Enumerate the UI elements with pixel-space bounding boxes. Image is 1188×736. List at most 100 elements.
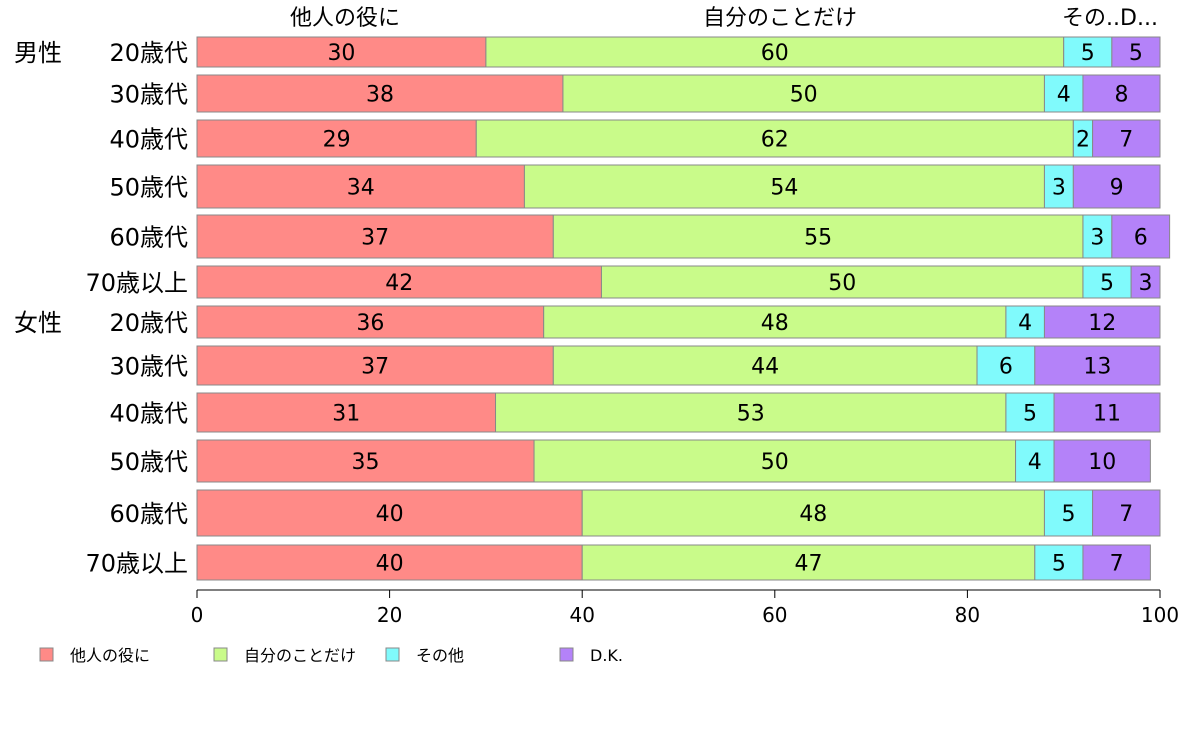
bar-segment — [1130, 265, 1161, 299]
bar-segment — [552, 214, 1084, 259]
bar-value-label: 5 — [1081, 41, 1095, 66]
bar-segment — [523, 164, 1045, 209]
bar-value-label: 40 — [376, 502, 404, 527]
bar-segment — [581, 489, 1045, 537]
bar-segment — [1053, 392, 1161, 433]
bar-value-label: 50 — [828, 271, 856, 296]
bar-segment — [600, 265, 1084, 299]
top-series-labels: 他人の役に 自分のことだけ その..D... — [290, 6, 1158, 31]
bar-value-label: 55 — [804, 226, 832, 251]
legend: 他人の役に 自分のことだけ その他 D.K. — [39, 646, 623, 665]
bar-value-label: 50 — [790, 83, 818, 108]
category-label: 60歳代 — [109, 224, 188, 252]
bar-segment — [552, 345, 978, 386]
bar-segment — [196, 164, 525, 209]
bar-segment — [1034, 544, 1084, 581]
top-series-label: 自分のことだけ — [703, 6, 857, 31]
x-tick-label: 80 — [955, 603, 980, 627]
category-label: 30歳代 — [109, 353, 188, 381]
bar-value-label: 36 — [356, 311, 384, 336]
bar-segment — [533, 439, 1017, 483]
bar-segment — [196, 265, 602, 299]
bar-value-label: 42 — [385, 271, 413, 296]
bar-segment — [1043, 164, 1074, 209]
bar-value-label: 11 — [1093, 402, 1121, 427]
bar-segment — [1005, 305, 1045, 339]
bar-value-label: 6 — [1134, 226, 1148, 251]
bar-value-label: 5 — [1100, 271, 1114, 296]
bar-segment — [196, 119, 477, 158]
bar-segment — [1092, 119, 1161, 158]
bar-value-label: 50 — [761, 450, 789, 475]
bar-segment — [196, 439, 535, 483]
category-label: 40歳代 — [109, 400, 188, 428]
legend-label: 自分のことだけ — [244, 646, 356, 665]
bar-value-label: 7 — [1119, 128, 1133, 153]
category-labels: 20歳代 30歳代 40歳代 50歳代 60歳代 70歳以上 20歳代 30歳代 40歳代 50歳… — [14, 39, 188, 578]
bar-value-label: 3 — [1139, 271, 1153, 296]
x-axis: 0 20 40 60 80 100 — [191, 589, 1179, 627]
bar-segment — [562, 74, 1045, 113]
bar-value-label: 9 — [1110, 176, 1124, 201]
bar-value-label: 12 — [1088, 311, 1116, 336]
bar-value-label: 54 — [770, 176, 798, 201]
bar-value-label: 44 — [751, 355, 779, 380]
bar-segment — [1034, 345, 1161, 386]
legend-swatch — [213, 647, 228, 662]
bar-value-label: 4 — [1057, 83, 1071, 108]
bar-segment — [1082, 544, 1151, 581]
category-label: 40歳代 — [109, 126, 188, 154]
bar-value-label: 6 — [999, 355, 1013, 380]
bar-value-label: 7 — [1119, 502, 1133, 527]
group-label: 女性 — [14, 309, 62, 337]
bar-segment — [1015, 439, 1055, 483]
bar-segment — [543, 305, 1007, 339]
bar-value-label: 5 — [1023, 402, 1037, 427]
bar-segment — [1063, 36, 1113, 68]
category-label: 20歳代 — [109, 309, 188, 337]
x-tick-label: 60 — [762, 603, 787, 627]
legend-swatch — [39, 647, 54, 662]
bars: 30 60 5 538 50 4 829 62 2 734 54 3 937 55 3 642 50 5 336 48… — [196, 36, 1171, 581]
bar-value-label: 47 — [795, 552, 823, 577]
bar-value-label: 48 — [761, 311, 789, 336]
bar-segment — [196, 305, 545, 339]
category-label: 50歳代 — [109, 174, 188, 202]
bar-value-label: 48 — [799, 502, 827, 527]
legend-swatch — [559, 647, 574, 662]
bar-value-label: 7 — [1110, 552, 1124, 577]
x-tick-label: 100 — [1141, 603, 1179, 627]
bar-value-label: 8 — [1114, 83, 1128, 108]
bar-value-label: 37 — [361, 355, 389, 380]
legend-label: その他 — [416, 646, 464, 665]
x-tick-label: 0 — [191, 603, 204, 627]
bar-segment — [1072, 164, 1161, 209]
bar-segment — [1082, 265, 1132, 299]
bar-segment — [1082, 74, 1161, 113]
bar-value-label: 35 — [352, 450, 380, 475]
category-label: 20歳代 — [109, 39, 188, 67]
category-label: 70歳以上 — [85, 269, 188, 297]
bar-segment — [485, 36, 1065, 68]
top-series-label: その..D... — [1062, 6, 1158, 31]
bar-segment — [196, 544, 583, 581]
bar-value-label: 31 — [332, 402, 360, 427]
bar-segment — [581, 544, 1036, 581]
bar-value-label: 3 — [1052, 176, 1066, 201]
bar-value-label: 62 — [761, 128, 789, 153]
legend-label: 他人の役に — [70, 646, 150, 665]
bar-value-label: 40 — [376, 552, 404, 577]
bar-segment — [1111, 36, 1161, 68]
category-label: 50歳代 — [109, 448, 188, 476]
bar-segment — [475, 119, 1074, 158]
bar-segment — [1092, 489, 1161, 537]
x-tick-label: 40 — [569, 603, 594, 627]
bar-value-label: 60 — [761, 41, 789, 66]
bar-segment — [196, 74, 564, 113]
bar-segment — [495, 392, 1007, 433]
category-label: 60歳代 — [109, 500, 188, 528]
bar-value-label: 3 — [1090, 226, 1104, 251]
bar-value-label: 4 — [1018, 311, 1032, 336]
x-tick-label: 20 — [377, 603, 402, 627]
bar-value-label: 53 — [737, 402, 765, 427]
